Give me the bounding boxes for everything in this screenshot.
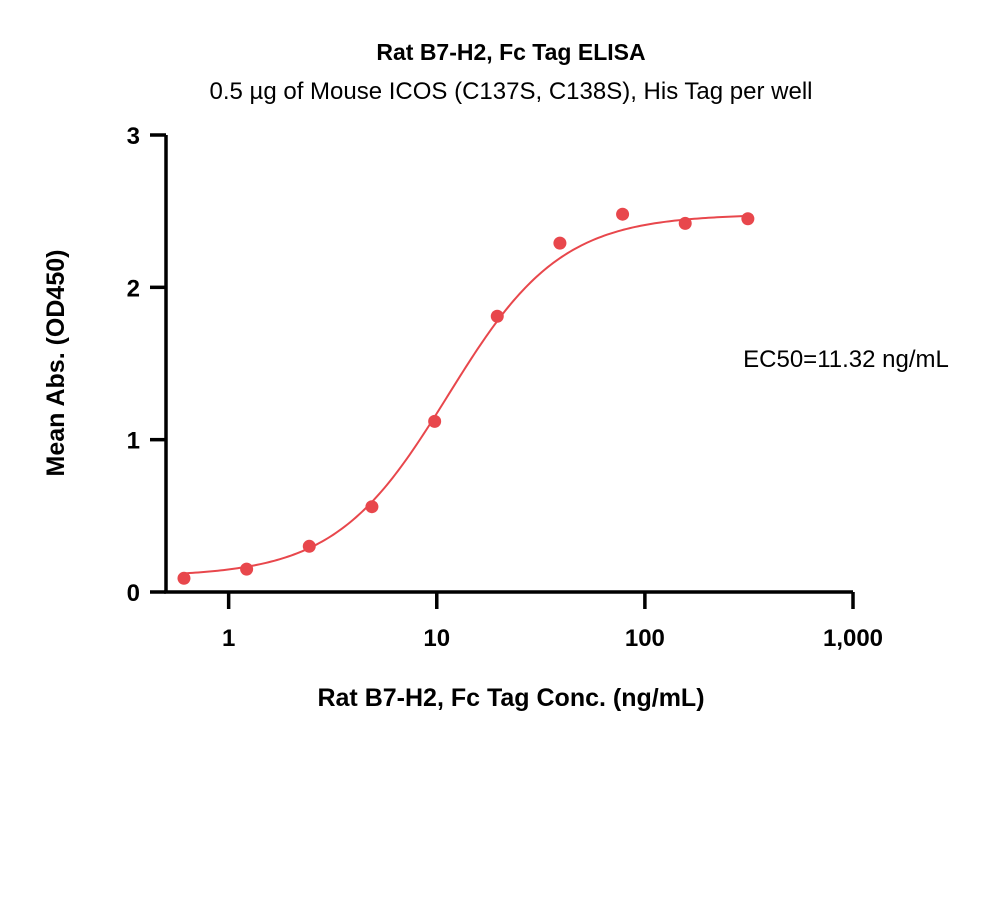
data-point xyxy=(302,539,316,553)
data-point xyxy=(428,414,442,428)
fit-curve-layer xyxy=(183,215,748,575)
x-tick-label: 1,000 xyxy=(823,625,883,652)
x-tick-label: 10 xyxy=(423,625,450,652)
ec50-annotation: EC50=11.32 ng/mL xyxy=(743,346,949,373)
y-tick-label: 1 xyxy=(127,428,140,455)
y-tick-label: 3 xyxy=(127,123,140,150)
x-tick-label: 1 xyxy=(222,625,235,652)
chart-subtitle: 0.5 µg of Mouse ICOS (C137S, C138S), His… xyxy=(210,78,813,105)
data-point xyxy=(365,500,379,514)
data-point xyxy=(616,207,630,221)
data-point xyxy=(240,562,254,576)
data-point xyxy=(741,212,755,226)
data-point xyxy=(678,216,692,230)
y-axis-label: Mean Abs. (OD450) xyxy=(42,250,70,477)
x-tick-label: 100 xyxy=(625,625,665,652)
axes: 0 1 2 3 1 10 100 1,000 xyxy=(127,123,883,652)
data-points-layer xyxy=(177,207,755,585)
fit-curve xyxy=(183,215,748,575)
y-tick-label: 2 xyxy=(127,275,140,302)
data-point xyxy=(553,236,567,250)
y-tick-label: 0 xyxy=(127,580,140,607)
chart-title: Rat B7-H2, Fc Tag ELISA xyxy=(376,39,645,65)
data-point xyxy=(177,571,191,585)
data-point xyxy=(490,309,504,323)
x-axis-label: Rat B7-H2, Fc Tag Conc. (ng/mL) xyxy=(317,684,704,712)
